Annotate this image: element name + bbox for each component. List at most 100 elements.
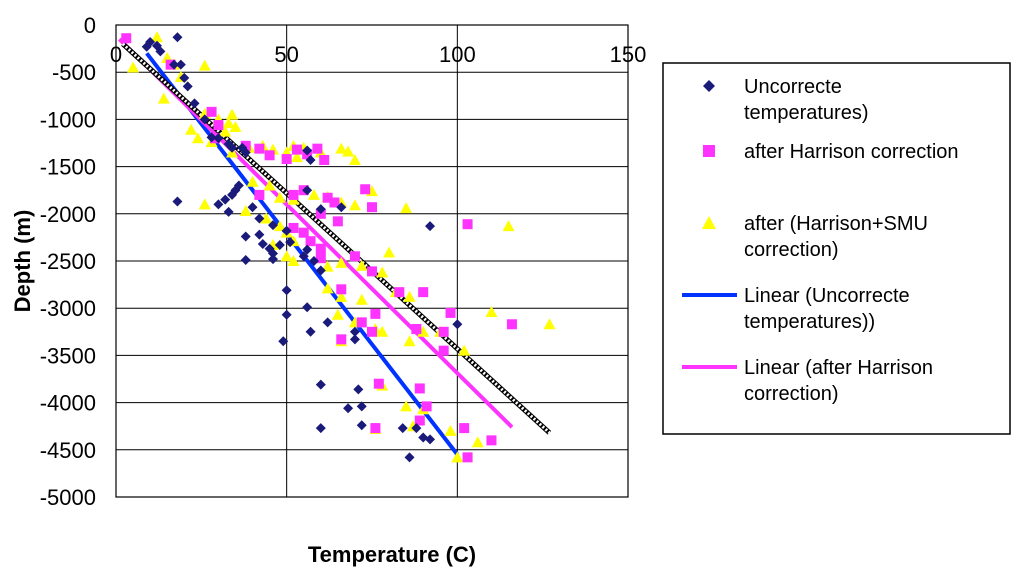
- uncorrected-point: [336, 202, 347, 213]
- plot-border: [115, 24, 629, 498]
- harrison-point: [298, 227, 309, 238]
- uncorrected-point: [240, 255, 251, 266]
- harrison-smu-point: [348, 199, 361, 211]
- legend-entry: after Harrison correction: [703, 141, 959, 163]
- uncorrected-point: [315, 423, 326, 434]
- uncorrected-point: [397, 423, 408, 434]
- y-tick-label: -2000: [40, 202, 96, 227]
- uncorrected-point: [240, 231, 251, 242]
- uncorrected-point: [308, 256, 319, 266]
- harrison-point: [414, 415, 425, 426]
- uncorrected-point: [302, 185, 313, 196]
- uncorrected-point: [254, 213, 265, 224]
- harrison-smu-point: [226, 108, 239, 120]
- harrison-point: [462, 452, 473, 463]
- uncorrected-point: [240, 147, 251, 158]
- harrison-smu-point: [376, 266, 389, 278]
- harrison-point: [254, 189, 265, 200]
- x-tick-label: 100: [439, 42, 476, 67]
- harrison-smu-point: [400, 202, 413, 214]
- y-tick-label: -4500: [40, 438, 96, 463]
- legend-label: temperatures)): [744, 311, 875, 333]
- harrison-smu-point: [403, 335, 416, 347]
- uncorrected-point: [199, 114, 210, 125]
- harrison-smu-point: [543, 318, 556, 330]
- harrison-point: [370, 423, 381, 434]
- harrison-smu-point: [331, 308, 344, 320]
- harrison-smu-point: [502, 220, 515, 232]
- harrison-smu-point: [287, 255, 300, 266]
- harrison-smu-point: [355, 293, 368, 305]
- uncorrected-point: [206, 132, 217, 143]
- uncorrected-point: [315, 265, 326, 276]
- harrison-point: [462, 219, 473, 230]
- harrison-point: [254, 143, 265, 154]
- uncorrected-point: [220, 194, 231, 205]
- harrison-point: [264, 150, 275, 161]
- harrison-point: [213, 120, 224, 131]
- y-tick-label: 0: [84, 13, 96, 38]
- harrison-smu-point: [335, 256, 348, 268]
- harrison-smu-point: [400, 400, 413, 412]
- legend-entry: Linear (Uncorrecte temperatures)): [682, 285, 910, 333]
- legend-label: Uncorrecte: [744, 76, 842, 98]
- harrison-point: [370, 308, 381, 319]
- harrison-point: [288, 222, 299, 233]
- harrison-point: [319, 154, 330, 165]
- uncorrected-point: [172, 196, 183, 207]
- harrison-point: [240, 140, 251, 151]
- uncorrected-point: [175, 59, 186, 70]
- harrison-point: [315, 253, 326, 264]
- uncorrected-point: [274, 239, 285, 250]
- harrison-smu-point: [273, 191, 286, 203]
- uncorrected-point: [189, 98, 200, 109]
- uncorrected-point: [322, 317, 333, 328]
- harrison-point: [332, 216, 343, 227]
- harrison-smu-point: [471, 436, 484, 448]
- harrison-point: [373, 378, 384, 389]
- harrison-point: [291, 144, 302, 155]
- legend-label: after Harrison correction: [744, 141, 959, 163]
- harrison-smu-point: [321, 282, 334, 294]
- harrison-smu-point: [403, 290, 416, 302]
- harrison-point: [312, 143, 323, 154]
- y-tick-label: -5000: [40, 485, 96, 510]
- harrison-smu-point: [127, 61, 140, 73]
- uncorrected-point: [268, 254, 279, 265]
- harrison-point: [459, 423, 470, 434]
- harrison-point: [367, 266, 377, 277]
- harrison-smu-point: [458, 344, 471, 356]
- uncorrected-point: [254, 229, 265, 240]
- uncorrected-point: [268, 248, 279, 259]
- harrison-smu-point: [417, 325, 430, 337]
- uncorrected-point: [281, 309, 292, 320]
- legend-label: after (Harrison+SMU: [744, 213, 928, 235]
- uncorrected-point: [305, 326, 316, 337]
- harrison-point: [360, 184, 371, 195]
- x-tick-label: 50: [274, 42, 298, 67]
- uncorrected-point: [247, 202, 258, 213]
- uncorrected-point: [356, 401, 367, 412]
- uncorrected-point: [411, 423, 422, 434]
- uncorrected-point: [213, 133, 224, 144]
- uncorrected-point: [302, 244, 313, 255]
- linear-harrison-trendline: [118, 37, 514, 429]
- harrison-smu-point: [219, 125, 232, 137]
- uncorrected-point: [281, 225, 292, 236]
- uncorrected-point: [257, 239, 268, 250]
- data-points: [121, 31, 556, 463]
- legend-label: Linear (after Harrison: [744, 357, 933, 379]
- uncorrected-point: [268, 220, 279, 231]
- uncorrected-point: [169, 59, 180, 70]
- harrison-smu-point: [335, 142, 348, 154]
- harrison-point: [394, 287, 405, 298]
- harrison-point: [438, 326, 449, 337]
- uncorrected-point: [285, 237, 296, 248]
- y-tick-label: -1500: [40, 155, 96, 180]
- harrison-smu-point: [246, 175, 259, 187]
- y-axis-title: Depth (m): [10, 210, 35, 313]
- harrison-point: [506, 319, 517, 330]
- uncorrected-point: [223, 206, 234, 217]
- legend-marker: [703, 145, 715, 157]
